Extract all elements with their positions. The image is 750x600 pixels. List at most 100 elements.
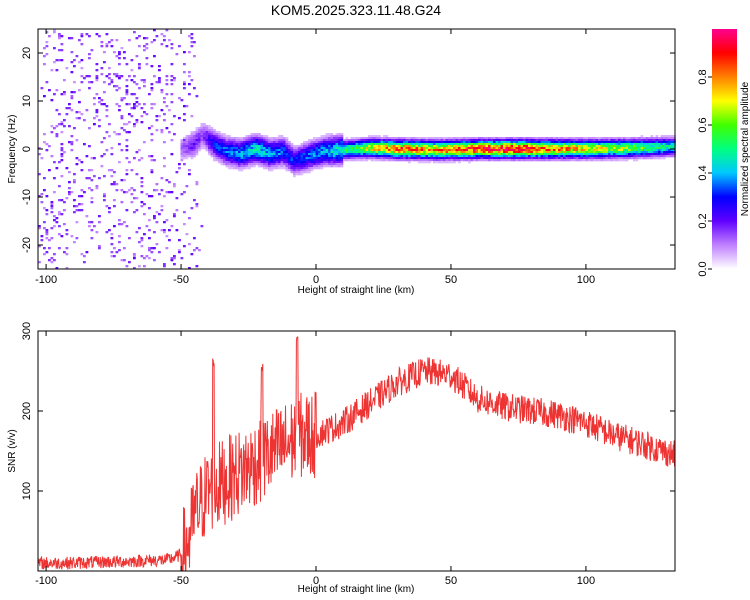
spectrogram-cell (465, 159, 469, 162)
spectrogram-cell (623, 147, 626, 150)
spectrogram-cell (195, 183, 199, 186)
spectrogram-cell (538, 137, 541, 140)
snr-xtick-label: 50 (445, 575, 457, 587)
spectrogram-cell (268, 167, 271, 170)
spectrogram-cell (455, 159, 459, 162)
spectrogram-cell (355, 149, 359, 152)
spectrogram-cell (508, 155, 511, 158)
spectrogram-cell (405, 139, 409, 142)
spectrogram-cell (500, 141, 504, 144)
spectrogram-cell (465, 157, 469, 160)
spectrogram-cell (43, 141, 46, 144)
spectrogram-cell (373, 135, 376, 138)
spectrogram-cell (118, 219, 121, 222)
spectrogram-cell (568, 147, 571, 150)
spectrogram-cell (318, 147, 321, 150)
spectrogram-cell (623, 143, 626, 146)
spectrogram-cell (395, 137, 399, 140)
spectrogram-cell (495, 155, 499, 158)
spectrogram-cell (183, 149, 186, 152)
spectrogram-cell (335, 143, 339, 146)
spectrogram-cell (190, 41, 194, 44)
spectrogram-cell (660, 137, 664, 140)
spectrogram-cell (553, 143, 556, 146)
spectrogram-cell (63, 119, 66, 122)
spectrogram-cell (435, 153, 439, 156)
spectrogram-cell (418, 145, 421, 148)
spectrogram-cell (350, 143, 354, 146)
spectrogram-cell (395, 151, 399, 154)
spectrogram-cell (410, 159, 414, 162)
spectrogram-cell (630, 139, 634, 142)
spectrogram-cell (150, 251, 154, 254)
spectrogram-cell (168, 131, 171, 134)
spectrogram-cell (273, 153, 276, 156)
spectrogram-cell (460, 147, 464, 150)
spectrogram-cell (658, 151, 661, 154)
spectrogram-cell (523, 139, 526, 142)
spectrogram-cell (563, 159, 566, 162)
spectrogram-cell (153, 75, 156, 78)
spectrogram-cell (220, 157, 224, 160)
spectrogram-cell (348, 141, 351, 144)
spectrogram-cell (400, 157, 404, 160)
spectrogram-cell (538, 159, 541, 162)
spectrogram-cell (525, 153, 529, 156)
spectrogram-cell (630, 141, 634, 144)
spectrogram-cell (218, 157, 221, 160)
spectrogram-cell (395, 157, 399, 160)
spectrogram-cell (250, 163, 254, 166)
spectrogram-cell (413, 151, 416, 154)
spectrogram-cell (578, 159, 581, 162)
spectrogram-cell (275, 155, 279, 158)
spectrogram-cell (233, 145, 236, 148)
spectrogram-cell (433, 139, 436, 142)
spectrogram-cell (208, 151, 211, 154)
spectrogram-cell (65, 247, 69, 250)
spectrogram-cell (143, 37, 146, 40)
spectrogram-cell (515, 151, 519, 154)
spectrogram-cell (138, 87, 141, 90)
spectrogram-cell (620, 149, 624, 152)
spectrogram-cell (255, 163, 259, 166)
spectrogram-cell (138, 67, 141, 70)
spectrogram-cell (468, 143, 471, 146)
spectrogram-cell (253, 139, 256, 142)
spectrogram-cell (358, 143, 361, 146)
spectrogram-cell (223, 133, 226, 136)
spectrogram-cell (303, 159, 306, 162)
spectrogram-cell (333, 139, 336, 142)
spectrogram-cell (225, 149, 229, 152)
spectrogram-cell (573, 151, 576, 154)
spectrogram-cell (465, 141, 469, 144)
spectrogram-cell (505, 145, 509, 148)
spectrogram-cell (633, 149, 636, 152)
spectrogram-cell (438, 147, 441, 150)
spectrogram-cell (278, 147, 281, 150)
spectrogram-cell (378, 145, 381, 148)
spectrogram-cell (68, 141, 71, 144)
spectrogram-cell (175, 209, 179, 212)
spectrogram-cell (425, 153, 429, 156)
spectrogram-cell (345, 157, 349, 160)
spectrogram-cell (560, 143, 564, 146)
spectrogram-cell (183, 141, 186, 144)
spectrogram-cell (360, 145, 364, 148)
spectrogram-cell (338, 153, 341, 156)
spectrogram-cell (555, 147, 559, 150)
spectrogram-cell (550, 155, 554, 158)
spectrogram-cell (73, 211, 76, 214)
spectrogram-cell (570, 137, 574, 140)
spectrogram-cell (230, 153, 234, 156)
spectrogram-cell (298, 173, 301, 176)
spectrogram-cell (493, 137, 496, 140)
spectrogram-cell (488, 147, 491, 150)
spectrogram-cell (333, 145, 336, 148)
spectrogram-cell (593, 159, 596, 162)
spectrogram-cell (225, 155, 229, 158)
spectrogram-cell (108, 123, 111, 126)
spectrogram-cell (435, 161, 439, 164)
spectrogram-cell (133, 103, 136, 106)
spectrogram-cell (380, 145, 384, 148)
spectrogram-cell (323, 165, 326, 168)
